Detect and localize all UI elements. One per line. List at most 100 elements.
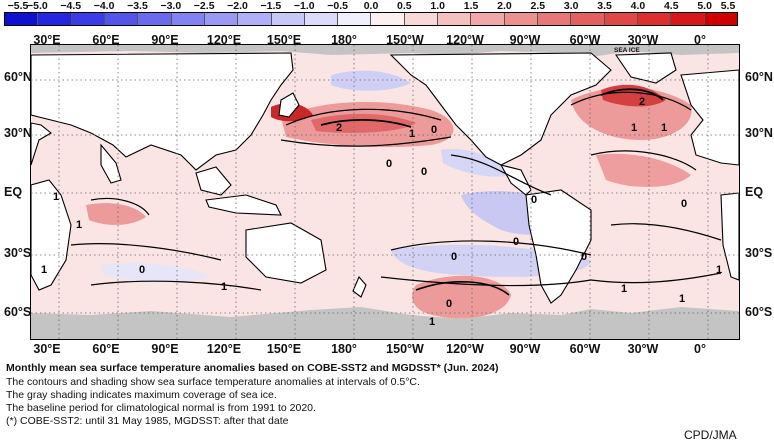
latitude-label: 30°N: [4, 126, 32, 140]
colorbar-swatch: [371, 13, 405, 25]
india: [100, 143, 122, 184]
greenland: [614, 52, 677, 84]
colorbar-swatch: [204, 13, 239, 25]
latitude-label: 30°N: [745, 126, 773, 140]
contour-label: 1: [621, 283, 627, 295]
longitude-label: 0°: [694, 33, 706, 47]
bering-cool-patch: [331, 70, 411, 91]
colorbar-label: 0.5: [397, 0, 412, 12]
colorbar-label: −2.5: [193, 0, 215, 12]
colorbar-label: 2.5: [530, 0, 546, 12]
colorbar-swatch: [571, 13, 605, 25]
contour-line: [90, 197, 150, 216]
indian-ocean-warm: [86, 203, 146, 225]
longitude-label: 180°: [331, 33, 357, 47]
contour-label: 0: [421, 166, 427, 178]
land-masses: [31, 52, 739, 304]
caption-line: The baseline period for climatological n…: [6, 402, 316, 414]
colorbar-label: −3.5: [127, 0, 148, 12]
contour-label-group: 0 2 1 0 0 0 0 0 2 1 1 0 1 1 0 1 0 0 1 1 …: [41, 96, 722, 328]
colorbar-swatch: [304, 13, 339, 25]
south-pacific-warm-blob: [412, 275, 511, 319]
contour-label: 0: [446, 298, 452, 310]
longitude-label: 60°E: [92, 33, 120, 47]
map-canvas: 0 2 1 0 0 0 0 0 2 1 1 0 1 1 0 1 0 0 1 1 …: [31, 45, 739, 339]
colorbar-swatch: [138, 13, 172, 25]
north-pacific-warm-core: [311, 113, 416, 133]
contour-line: [320, 119, 412, 128]
colorbar-swatch: [338, 13, 372, 25]
graticule: [31, 45, 739, 339]
colorbar-label: −4.5: [60, 0, 82, 12]
tropical-atlantic-warm: [596, 153, 691, 187]
north-america: [389, 52, 612, 166]
contour-label: 1: [41, 264, 47, 276]
contour-line: [590, 150, 697, 171]
colorbar-swatch: [271, 13, 305, 25]
contour-line: [285, 108, 442, 126]
longitude-label: 120°E: [206, 33, 242, 47]
colorbar-swatch: [38, 13, 72, 25]
contour-line: [610, 223, 722, 241]
colorbar-swatch: [5, 13, 39, 25]
latitude-label: EQ: [4, 185, 23, 199]
colorbar-label: 2.0: [497, 0, 512, 12]
colorbar-swatch: [671, 13, 705, 25]
longitude-label: 120°W: [446, 342, 484, 356]
africa-north-part: [31, 122, 52, 166]
longitude-label: 90°E: [151, 33, 179, 47]
central-america: [499, 164, 532, 196]
colorbar-swatches: [4, 12, 738, 26]
colorbar-swatch: [538, 13, 572, 25]
colorbar-label: −0.5: [327, 0, 348, 12]
caption-line: The gray shading indicates maximum cover…: [6, 389, 277, 401]
colorbar-label: −2.0: [227, 0, 248, 12]
colorbar-label: 5.0: [697, 0, 712, 12]
contour-label: 1: [53, 191, 59, 203]
longitude-label: 60°W: [569, 33, 601, 47]
longitude-label: 90°E: [151, 342, 179, 356]
colorbar-label: −3.0: [160, 0, 182, 12]
latitude-label: 30°S: [4, 246, 32, 260]
contours: [70, 88, 722, 296]
contour-label: 0: [139, 264, 145, 276]
colorbar-label: 3.5: [597, 0, 612, 12]
latitude-label: 60°S: [745, 305, 773, 319]
south-indian-cool: [101, 263, 211, 283]
longitude-label: 90°W: [509, 342, 541, 356]
colorbar-label: 5.5: [720, 0, 736, 12]
contour-line: [280, 136, 452, 147]
eurasia: [31, 52, 294, 171]
colorbar-swatch: [504, 13, 538, 25]
contour-label: 0: [581, 251, 587, 263]
longitude-label: 30°E: [33, 33, 61, 47]
latitude-label: 60°N: [745, 70, 773, 84]
contour-label: 2: [336, 122, 342, 134]
colorbar-label: 3.0: [563, 0, 579, 12]
southern-africa-right: [720, 192, 739, 281]
sea-ice-label: SEA ICE: [614, 47, 640, 54]
contour-label: 1: [429, 316, 435, 328]
antarctic-sea-ice: [31, 307, 739, 339]
colorbar-label: −5.5: [7, 0, 29, 12]
sst-anomaly-map: 0 2 1 0 0 0 0 0 2 1 1 0 1 1 0 1 0 0 1 1 …: [30, 44, 740, 340]
contour-label: 2: [639, 96, 645, 108]
longitude-label: 150°E: [266, 342, 302, 356]
contour-line: [570, 91, 692, 111]
colorbar-label: −5.0: [26, 0, 48, 12]
longitude-label: 60°W: [569, 342, 601, 356]
colorbar: −5.5 −5.0 −4.5 −4.0 −3.5 −3.0 −2.5 −2.0 −1.5 −1.0…: [0, 0, 774, 40]
credit: CPD/JMA: [684, 428, 737, 442]
colorbar-swatch: [238, 13, 272, 25]
colorbar-label: −1.5: [260, 0, 282, 12]
longitude-label: 0°: [694, 342, 706, 356]
africa-south-part: [31, 179, 72, 291]
contour-label: 0: [531, 194, 537, 206]
longitude-label: 30°W: [627, 342, 659, 356]
colorbar-label: −1.0: [293, 0, 315, 12]
longitude-label: 180°: [331, 342, 357, 356]
contour-label: 0: [386, 158, 392, 170]
indonesia: [205, 194, 282, 216]
latitude-label: 60°N: [4, 70, 32, 84]
contour-line: [600, 88, 664, 101]
